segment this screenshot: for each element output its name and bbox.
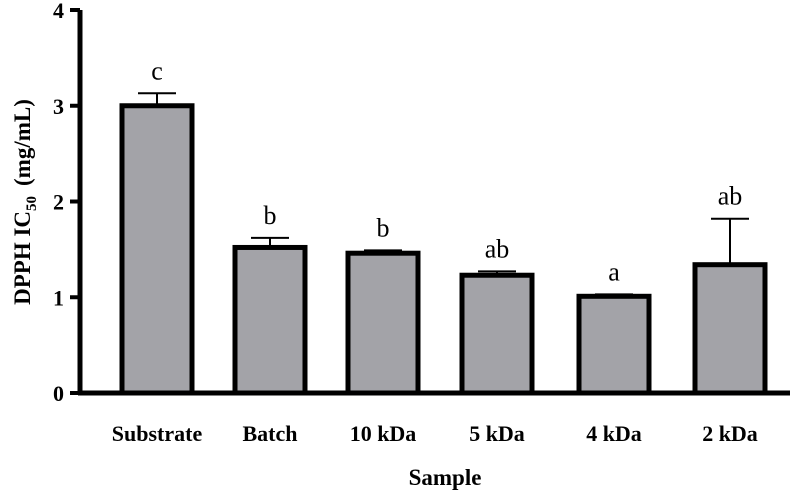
y-tick-label-0: 0 xyxy=(53,381,64,406)
category-label-3: 5 kDa xyxy=(469,421,525,446)
bar-2 xyxy=(345,250,421,396)
significance-label-0: c xyxy=(151,56,163,85)
significance-label-4: a xyxy=(608,257,620,286)
y-tick-label-1: 1 xyxy=(53,285,64,310)
bar-3 xyxy=(459,272,535,396)
y-tick-label-3: 3 xyxy=(53,94,64,119)
bar-1 xyxy=(232,244,308,396)
significance-label-1: b xyxy=(264,201,277,230)
error-bar-0 xyxy=(138,92,176,106)
category-label-0: Substrate xyxy=(112,421,203,446)
error-bar-5 xyxy=(711,217,749,265)
error-bar-4 xyxy=(595,293,633,297)
y-axis-title-subscript: 50 xyxy=(24,196,40,211)
category-label-5: 2 kDa xyxy=(702,421,758,446)
bar-0 xyxy=(119,103,195,396)
error-bars-layer xyxy=(138,92,749,297)
category-label-4: 4 kDa xyxy=(586,421,642,446)
y-ticks-layer: 0 1 2 3 4 xyxy=(53,0,80,406)
category-label-1: Batch xyxy=(243,421,298,446)
error-bar-3 xyxy=(478,270,516,276)
x-category-labels-layer: Substrate Batch 10 kDa 5 kDa 4 kDa 2 kDa xyxy=(112,421,758,446)
bars-layer xyxy=(119,103,768,396)
y-axis-title-unit: (mg/mL) xyxy=(10,99,35,186)
error-bar-2 xyxy=(364,249,402,254)
y-axis-title: DPPH IC50 (mg/mL) xyxy=(10,99,40,305)
y-tick-label-2: 2 xyxy=(53,190,64,215)
error-bar-1 xyxy=(251,236,289,248)
y-tick-label-4: 4 xyxy=(53,0,64,23)
significance-label-2: b xyxy=(377,213,390,242)
x-axis-title: Sample xyxy=(409,465,482,490)
y-axis-title-main: DPPH IC xyxy=(10,211,35,305)
bar-4 xyxy=(576,293,652,396)
significance-label-3: ab xyxy=(485,234,510,263)
significance-label-5: ab xyxy=(718,182,743,211)
category-label-2: 10 kDa xyxy=(350,421,417,446)
significance-labels-layer: c b b ab a ab xyxy=(151,56,742,286)
bar-5 xyxy=(692,262,768,396)
